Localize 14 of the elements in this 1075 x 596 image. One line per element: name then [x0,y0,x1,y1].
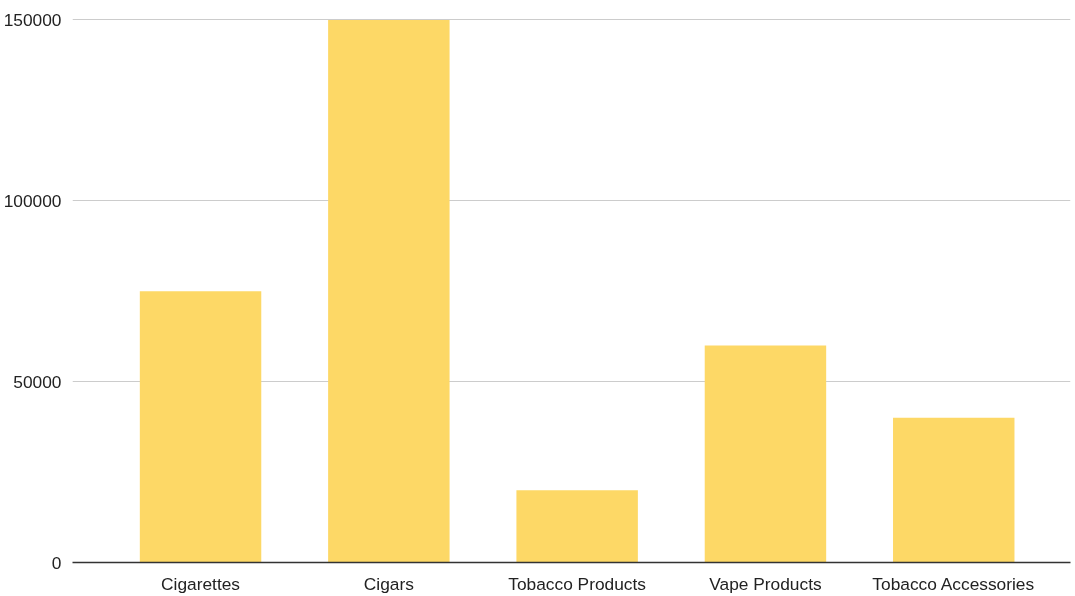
bar [893,417,1015,563]
x-tick-label: Tobacco Accessories [872,573,1035,594]
bar [328,19,450,563]
y-tick-label: 0 [51,552,62,573]
x-tick-label: Tobacco Products [508,573,647,594]
bar [704,345,827,563]
x-tick-label: Cigars [363,573,415,594]
bar [139,291,262,563]
bar [516,490,638,563]
x-tick-label: Vape Products [709,573,822,594]
x-tick-label: Cigarettes [161,573,241,594]
y-tick-label: 50000 [13,371,62,392]
y-tick-label: 100000 [3,190,62,211]
y-tick-label: 150000 [3,9,62,30]
